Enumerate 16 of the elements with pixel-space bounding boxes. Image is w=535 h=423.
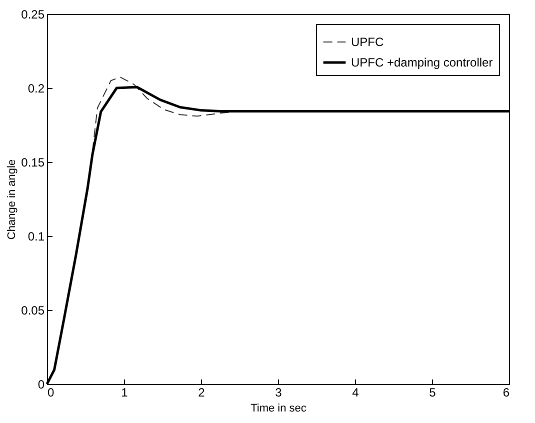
- y-tick-label: 0.1: [28, 230, 45, 244]
- y-axis-title: Change in angle: [6, 159, 18, 240]
- y-tick-label: 0.15: [21, 156, 45, 170]
- x-tick-label: 2: [198, 386, 206, 400]
- x-tick-label: 4: [352, 386, 360, 400]
- legend-label: UPFC: [351, 35, 384, 49]
- legend-label: UPFC +damping controller: [351, 56, 493, 70]
- x-tick-label: 0: [48, 386, 54, 400]
- y-tick-label: 0.05: [21, 304, 45, 318]
- y-tick-label: 0.25: [21, 8, 45, 22]
- x-axis-title: Time in sec: [250, 402, 307, 414]
- x-tick-label: 5: [429, 386, 436, 400]
- x-tick-label: 3: [275, 386, 282, 400]
- x-tick-label: 1: [121, 386, 128, 400]
- x-tick-label: 6: [502, 386, 510, 400]
- y-tick-label: 0.2: [28, 82, 45, 96]
